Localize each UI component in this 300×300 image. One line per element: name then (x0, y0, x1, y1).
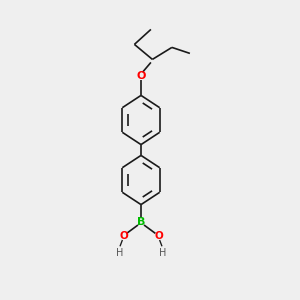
Text: H: H (159, 248, 166, 258)
Text: O: O (119, 231, 128, 242)
Text: O: O (154, 231, 163, 242)
Text: O: O (136, 71, 146, 81)
Text: B: B (137, 217, 145, 227)
Text: H: H (116, 248, 123, 258)
